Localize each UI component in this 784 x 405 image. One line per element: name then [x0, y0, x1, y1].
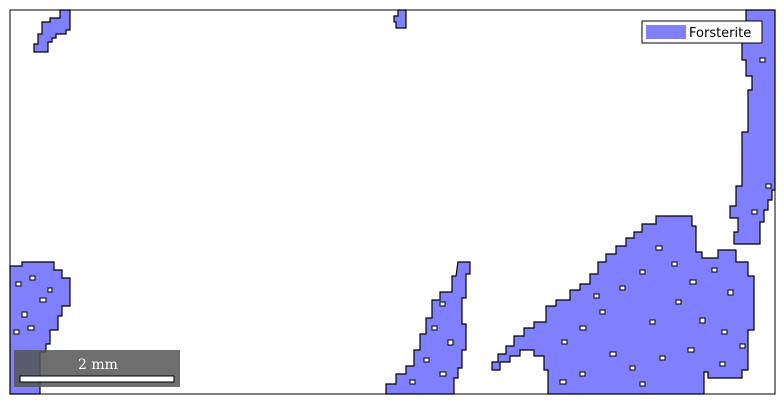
hole — [609, 351, 617, 357]
hole — [409, 379, 416, 385]
hole — [689, 279, 697, 285]
hole — [639, 269, 646, 275]
hole — [447, 339, 454, 346]
grain-top-left — [33, 9, 71, 53]
hole — [739, 343, 746, 349]
hole — [727, 289, 734, 296]
hole — [765, 183, 772, 189]
hole — [711, 267, 718, 273]
hole — [39, 297, 47, 303]
hole — [13, 329, 20, 335]
legend-swatch — [646, 25, 686, 39]
hole — [423, 357, 430, 363]
scale-bar-line — [19, 375, 175, 383]
grain-right-strip — [729, 9, 776, 245]
hole — [675, 299, 682, 305]
grain-bottom-middle — [385, 261, 471, 395]
scale-bar-label: 2 mm — [78, 357, 118, 373]
hole — [671, 261, 678, 267]
hole — [579, 371, 586, 377]
hole — [721, 329, 728, 335]
hole — [47, 287, 53, 293]
hole — [559, 379, 567, 385]
hole — [649, 319, 656, 325]
hole — [593, 293, 600, 299]
scale-bar: 2 mm — [14, 350, 180, 387]
grain-top-middle — [393, 9, 407, 29]
hole — [655, 245, 663, 251]
hole — [27, 325, 35, 331]
hole — [699, 317, 706, 324]
hole — [687, 347, 695, 353]
legend-label-forsterite: Forsterite — [689, 26, 751, 41]
hole — [561, 339, 568, 345]
hole — [29, 275, 36, 281]
hole — [619, 285, 626, 291]
legend: Forsterite — [641, 20, 763, 44]
hole — [431, 325, 438, 331]
hole — [639, 381, 646, 387]
hole — [21, 311, 28, 318]
hole — [659, 355, 666, 361]
hole — [439, 371, 447, 377]
hole — [759, 57, 766, 63]
hole — [599, 309, 606, 315]
grain-holes — [13, 57, 772, 387]
hole — [719, 361, 726, 367]
hole — [579, 325, 587, 331]
hole — [751, 209, 758, 215]
hole — [439, 301, 446, 307]
hole — [15, 281, 22, 287]
hole — [629, 365, 636, 371]
